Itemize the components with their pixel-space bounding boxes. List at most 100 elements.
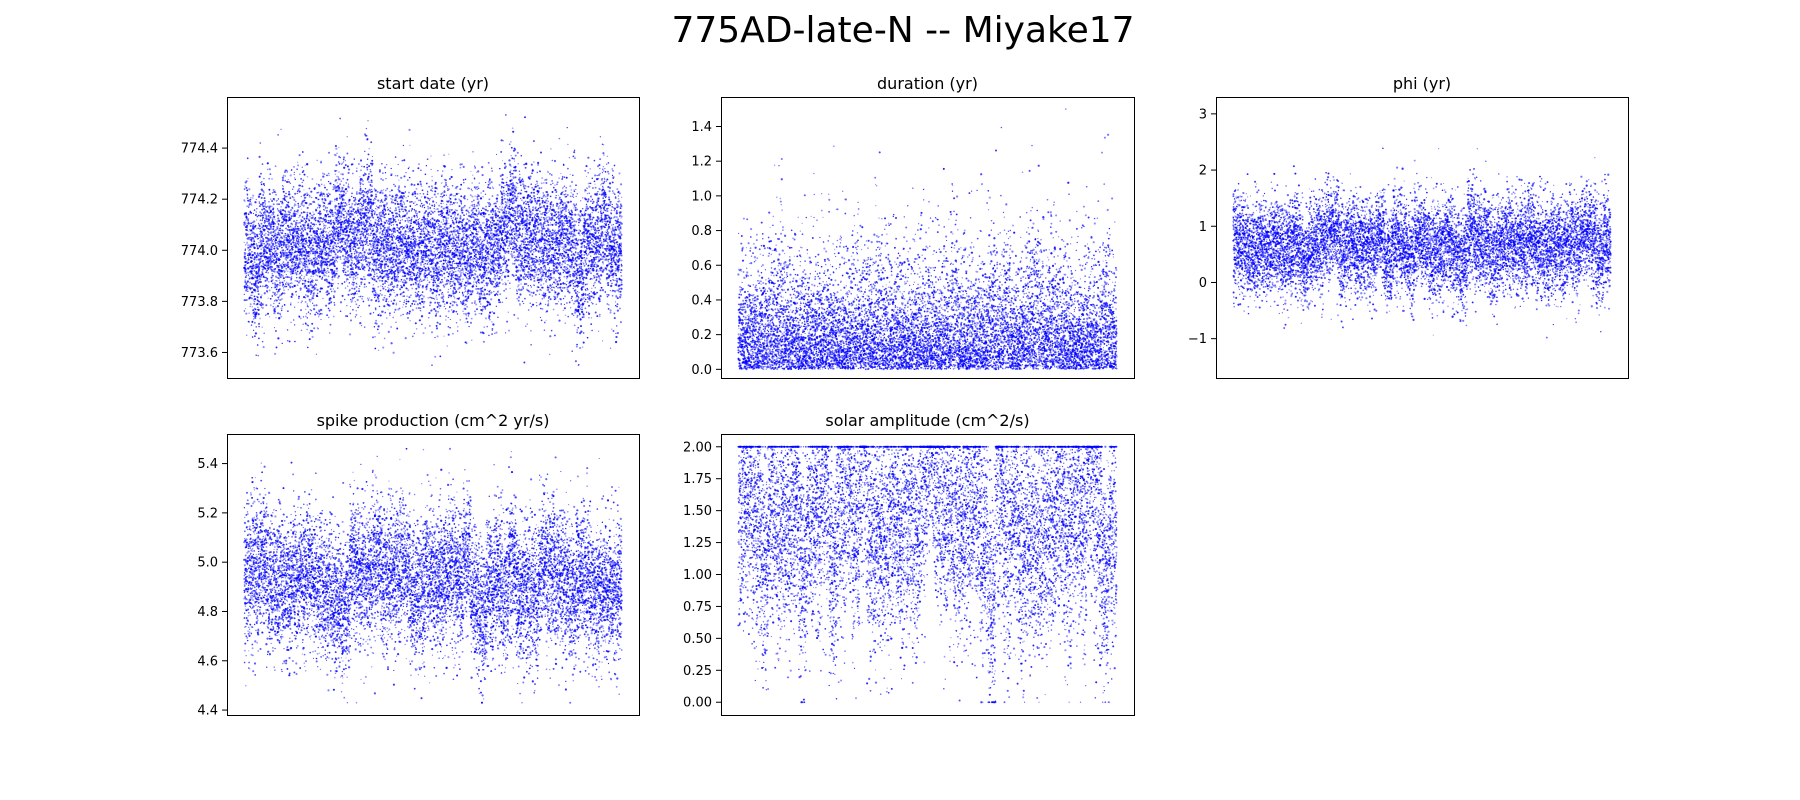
data-point (303, 278, 304, 279)
data-point (305, 244, 306, 245)
data-point (294, 255, 296, 257)
data-point (259, 215, 261, 217)
data-point (261, 240, 263, 242)
data-point (268, 286, 269, 287)
data-point (283, 292, 285, 294)
data-point (265, 268, 267, 270)
data-point (282, 201, 283, 202)
data-point (253, 239, 255, 241)
data-point (305, 297, 306, 298)
data-point (286, 276, 288, 278)
data-point (300, 226, 301, 227)
data-point (255, 282, 257, 284)
data-point (288, 214, 290, 216)
data-point (257, 288, 258, 289)
data-point (255, 291, 257, 293)
data-point (274, 200, 275, 201)
data-point (246, 189, 248, 191)
data-point (285, 180, 286, 181)
data-point (249, 203, 250, 204)
data-point (303, 180, 305, 182)
data-point (268, 298, 269, 299)
data-point (268, 189, 270, 191)
data-point (298, 239, 299, 240)
data-point (261, 252, 263, 254)
data-point (268, 264, 269, 265)
data-point (274, 233, 276, 235)
data-point (263, 234, 265, 236)
data-point (260, 239, 261, 240)
data-point (286, 282, 287, 283)
data-point (307, 212, 309, 214)
data-point (291, 252, 293, 254)
data-point (273, 216, 275, 218)
data-point (278, 317, 280, 319)
data-point (290, 304, 292, 306)
data-point (269, 209, 270, 210)
data-point (249, 237, 251, 239)
data-point (271, 295, 273, 297)
data-point (257, 355, 259, 357)
data-point (275, 194, 277, 196)
data-point (302, 240, 304, 242)
data-point (283, 271, 285, 273)
data-point (303, 324, 304, 325)
data-point (263, 225, 265, 227)
data-point (297, 164, 299, 166)
data-point (253, 270, 255, 272)
data-point (285, 211, 286, 212)
data-point (287, 204, 289, 206)
data-point (263, 260, 264, 261)
data-point (273, 253, 274, 254)
data-point (277, 217, 279, 219)
data-point (305, 197, 306, 198)
data-point (290, 287, 291, 288)
data-point (261, 184, 263, 186)
data-point (278, 278, 280, 280)
data-point (288, 247, 289, 248)
data-point (298, 302, 299, 303)
data-point (281, 217, 282, 218)
data-point (293, 271, 294, 272)
data-point (266, 314, 267, 315)
data-point (250, 197, 251, 198)
data-point (292, 286, 294, 288)
data-point (253, 228, 255, 230)
data-point (274, 256, 276, 258)
data-point (302, 280, 304, 282)
data-point (254, 298, 256, 300)
data-point (270, 298, 272, 300)
data-point (282, 282, 284, 284)
data-point (258, 238, 259, 239)
data-point (302, 283, 304, 285)
data-point (248, 257, 249, 258)
data-point (277, 241, 278, 242)
data-point (258, 293, 260, 295)
data-point (245, 187, 247, 189)
data-point (283, 186, 284, 187)
data-point (293, 244, 295, 246)
data-point (297, 246, 299, 248)
data-point (251, 297, 253, 299)
data-point (287, 340, 289, 342)
data-point (256, 243, 257, 244)
data-point (246, 260, 248, 262)
data-point (272, 219, 274, 221)
data-point (293, 247, 294, 248)
data-point (276, 346, 278, 348)
data-point (256, 303, 258, 305)
data-point (300, 288, 302, 290)
data-point (272, 243, 274, 245)
data-point (285, 268, 287, 270)
data-point (252, 195, 254, 197)
data-point (257, 216, 258, 217)
data-point (275, 219, 276, 220)
data-point (265, 203, 266, 204)
data-point (282, 209, 284, 211)
data-point (251, 295, 253, 297)
data-point (250, 274, 251, 275)
data-point (277, 134, 279, 136)
data-point (294, 231, 296, 233)
data-point (249, 282, 251, 284)
